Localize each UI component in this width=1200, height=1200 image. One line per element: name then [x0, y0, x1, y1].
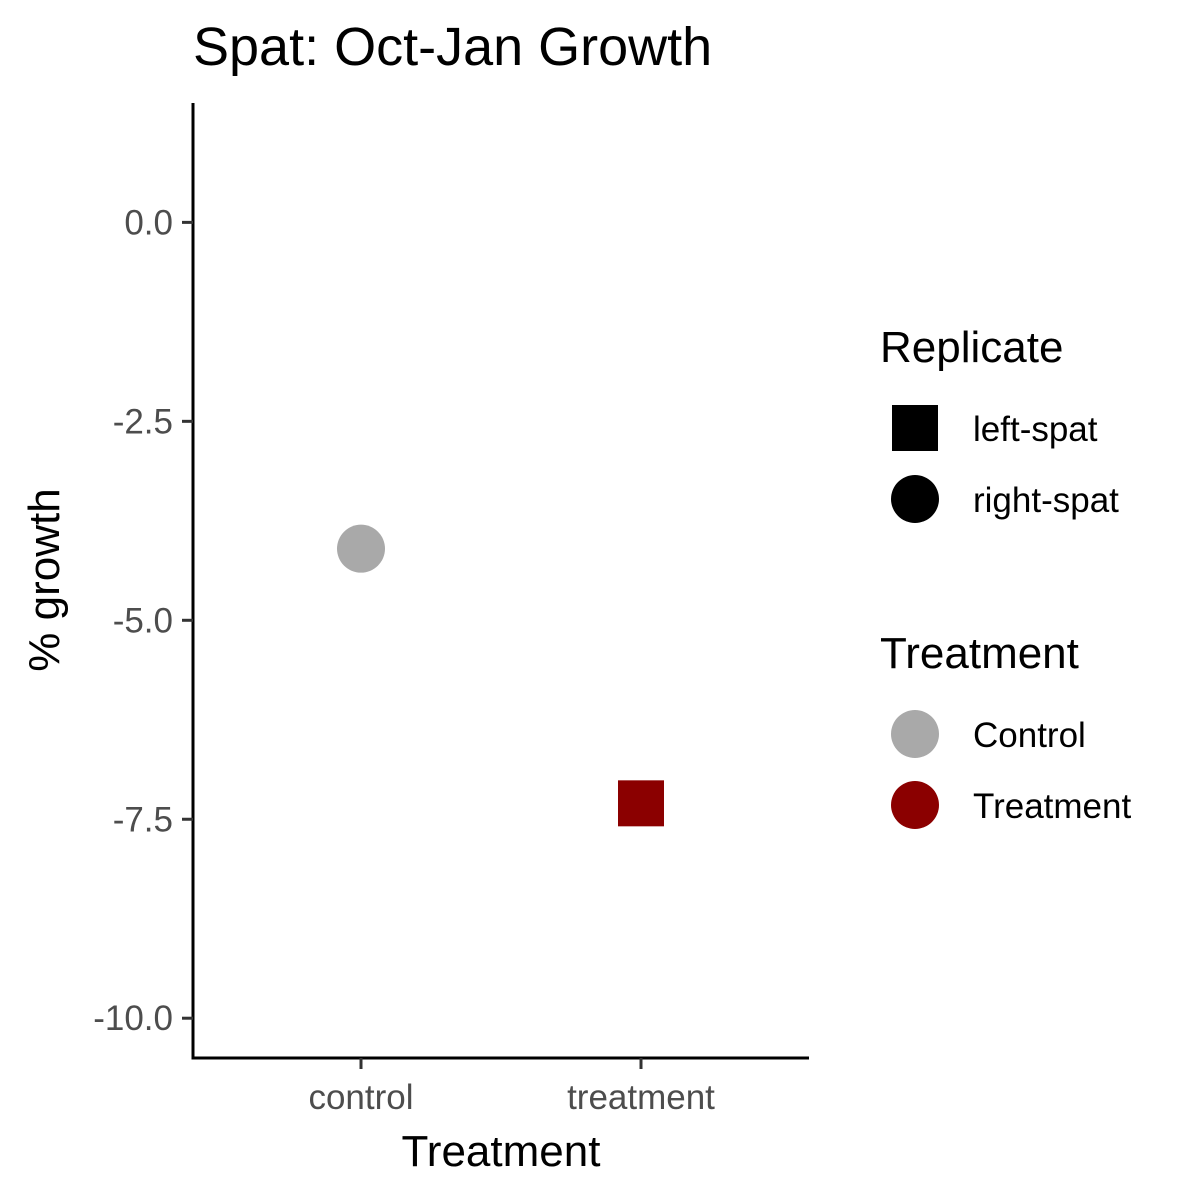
legend-key-circle — [891, 710, 939, 758]
legend-key-circle — [891, 781, 939, 829]
legend-key-square — [892, 405, 938, 451]
y-tick-label: 0.0 — [124, 203, 173, 242]
legend-title: Treatment — [880, 629, 1079, 678]
legend-key-circle — [891, 475, 939, 523]
chart-title: Spat: Oct-Jan Growth — [193, 17, 712, 77]
legend-title: Replicate — [880, 323, 1063, 372]
legend: Replicate left-spat right-spat Treatment Con… — [880, 323, 1131, 829]
legend-label: left-spat — [973, 410, 1098, 449]
legend-label: Control — [973, 716, 1086, 755]
data-point-circle — [337, 524, 385, 573]
legend-label: Treatment — [973, 787, 1131, 826]
x-axis-ticks: control treatment — [308, 1058, 715, 1117]
y-tick-label: -7.5 — [113, 800, 173, 839]
y-tick-label: -10.0 — [93, 999, 173, 1038]
data-point-square — [618, 780, 664, 827]
x-axis-title: Treatment — [402, 1127, 601, 1176]
y-tick-label: -5.0 — [113, 601, 173, 640]
x-tick-label: control — [308, 1078, 413, 1117]
axes — [191, 103, 809, 1060]
legend-label: right-spat — [973, 481, 1119, 520]
y-axis-title: % growth — [20, 488, 69, 671]
data-points — [337, 524, 664, 827]
y-axis-ticks: 0.0 -2.5 -5.0 -7.5 -10.0 — [93, 203, 193, 1038]
x-tick-label: treatment — [567, 1078, 715, 1117]
y-tick-label: -2.5 — [113, 402, 173, 441]
